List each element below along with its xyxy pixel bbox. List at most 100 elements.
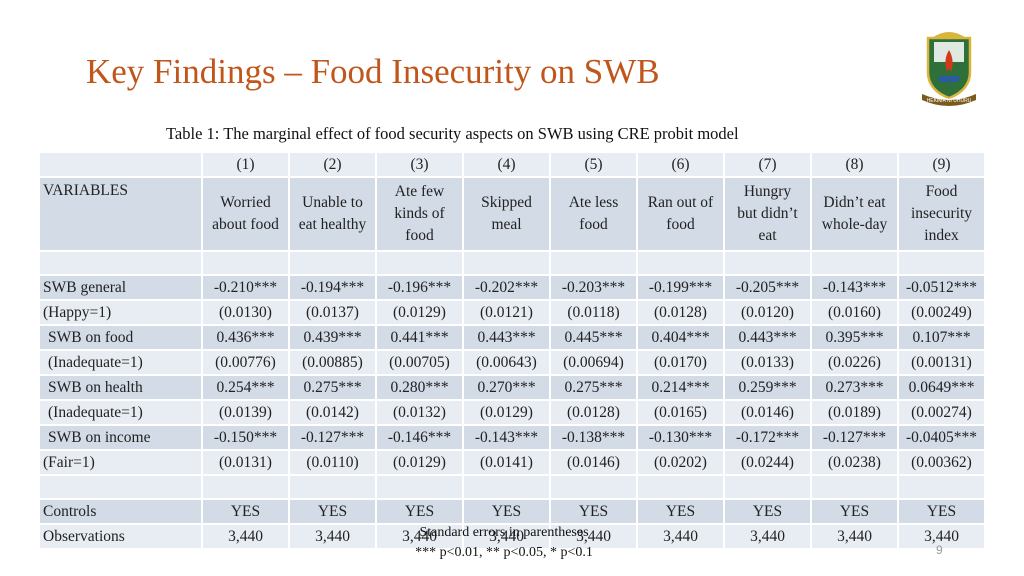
column-header-line: meal	[491, 216, 522, 233]
crest-motto-banner	[922, 94, 976, 106]
empty-cell	[462, 474, 551, 500]
column-header-line: insecurity	[910, 205, 973, 222]
table-cell: YES	[810, 498, 899, 525]
column-header: Ate few kinds of food	[375, 176, 464, 252]
university-crest-logo: HEKIMA NI UHURU	[922, 32, 976, 106]
table-cell: 3,440	[549, 523, 638, 550]
table-cell: 3,440	[723, 523, 812, 550]
column-header: Ate less food	[549, 176, 638, 252]
table-row: (Fair=1) (0.0131) (0.0110) (0.0129) (0.0141)…	[38, 449, 986, 476]
empty-cell	[549, 474, 638, 500]
column-number: (2)	[288, 151, 377, 178]
table-cell: 0.441***	[375, 324, 464, 351]
table-cell: YES	[288, 498, 377, 525]
table-cell: -0.196***	[375, 274, 464, 301]
page-number: 9	[936, 543, 943, 557]
table-cell: (0.00274)	[897, 399, 986, 426]
column-header-line: Didn’t eat	[823, 194, 886, 211]
variables-label: VARIABLES	[38, 176, 203, 252]
table-cell: 0.404***	[636, 324, 725, 351]
column-header-line: food	[666, 216, 695, 233]
table-cell: YES	[375, 498, 464, 525]
table-cell: 0.254***	[201, 374, 290, 401]
note-standard-errors: Standard errors in parentheses	[419, 525, 589, 540]
table-cell: (0.0118)	[549, 299, 638, 326]
column-header: Worried about food	[201, 176, 290, 252]
table-cell: YES	[723, 498, 812, 525]
table-cell: YES	[897, 498, 986, 525]
table-cell: (0.0128)	[549, 399, 638, 426]
table-cell: -0.172***	[723, 424, 812, 451]
column-header-line: food	[405, 227, 434, 244]
column-header: Didn’t eat whole-day	[810, 176, 899, 252]
table-cell: YES	[549, 498, 638, 525]
crest-top	[932, 32, 966, 38]
table-cell: 3,440	[810, 523, 899, 550]
empty-cell	[375, 474, 464, 500]
row-label: SWB general	[38, 274, 203, 301]
table-row: (Inadequate=1) (0.0139) (0.0142) (0.0132) (0…	[38, 399, 986, 426]
table-cell: (0.0146)	[723, 399, 812, 426]
table-cell: 3,440	[636, 523, 725, 550]
table-cell: 3,440	[288, 523, 377, 550]
row-label: (Inadequate=1)	[38, 399, 203, 426]
table-cell: (0.0128)	[636, 299, 725, 326]
table-cell: (0.0130)	[201, 299, 290, 326]
results-table: (1) (2) (3) (4) (5) (6) (7) (8) (9) VARIABLES Worr…	[38, 151, 986, 550]
table-cell: 0.443***	[723, 324, 812, 351]
table-row: VARIABLES Worried about food Unable to eat h…	[38, 176, 986, 252]
column-header-line: Ran out of	[647, 194, 714, 211]
column-header-line: kinds of	[394, 205, 445, 222]
column-header-line: Skipped	[481, 194, 532, 211]
row-label: (Fair=1)	[38, 449, 203, 476]
table-cell: (0.0142)	[288, 399, 377, 426]
table-cell: -0.146***	[375, 424, 464, 451]
table-row: Controls YES YES YES YES YES YES YES YES YES	[38, 498, 986, 525]
table-cell: -0.127***	[810, 424, 899, 451]
table-cell: (0.0137)	[288, 299, 377, 326]
column-header: Hungry but didn’t eat	[723, 176, 812, 252]
table-cell: 0.275***	[549, 374, 638, 401]
table-cell: 0.214***	[636, 374, 725, 401]
empty-cell	[723, 250, 812, 276]
table-cell: -0.0512***	[897, 274, 986, 301]
table-cell: 0.439***	[288, 324, 377, 351]
note-significance: *** p<0.01, ** p<0.05, * p<0.1	[415, 545, 593, 560]
column-number: (5)	[549, 151, 638, 178]
table-cell: (0.0131)	[201, 449, 290, 476]
table-cell: (0.0226)	[810, 349, 899, 376]
table-cell: (0.00705)	[375, 349, 464, 376]
column-header: Food insecurity index	[897, 176, 986, 252]
table-cell: -0.127***	[288, 424, 377, 451]
table-cell: -0.203***	[549, 274, 638, 301]
table-cell: (0.0120)	[723, 299, 812, 326]
table-cell: (0.00885)	[288, 349, 377, 376]
empty-cell	[897, 250, 986, 276]
table-cell: -0.143***	[810, 274, 899, 301]
row-label: (Happy=1)	[38, 299, 203, 326]
table-cell: (0.00362)	[897, 449, 986, 476]
table-cell: (0.0110)	[288, 449, 377, 476]
table-cell: -0.199***	[636, 274, 725, 301]
column-header-line: eat	[758, 227, 777, 244]
table-cell: (0.0202)	[636, 449, 725, 476]
table-cell: 3,440	[375, 523, 464, 550]
header-blank	[38, 151, 203, 178]
empty-cell	[288, 250, 377, 276]
table-cell: (0.0170)	[636, 349, 725, 376]
table-cell: -0.194***	[288, 274, 377, 301]
table-cell: (0.0141)	[462, 449, 551, 476]
column-header-line: Unable to	[302, 194, 363, 211]
column-header-line: but didn’t	[737, 205, 798, 222]
crest-motto: HEKIMA NI UHURU	[927, 98, 972, 104]
table-cell: (0.0146)	[549, 449, 638, 476]
table-row: (Happy=1) (0.0130) (0.0137) (0.0129) (0.0121…	[38, 299, 986, 326]
table-cell: (0.0238)	[810, 449, 899, 476]
table-row	[38, 474, 986, 500]
table-cell: -0.138***	[549, 424, 638, 451]
empty-cell	[288, 474, 377, 500]
empty-cell	[810, 474, 899, 500]
table-cell: 0.395***	[810, 324, 899, 351]
slide-title: Key Findings – Food Insecurity on SWB	[86, 52, 660, 91]
table-cell: (0.0129)	[375, 299, 464, 326]
